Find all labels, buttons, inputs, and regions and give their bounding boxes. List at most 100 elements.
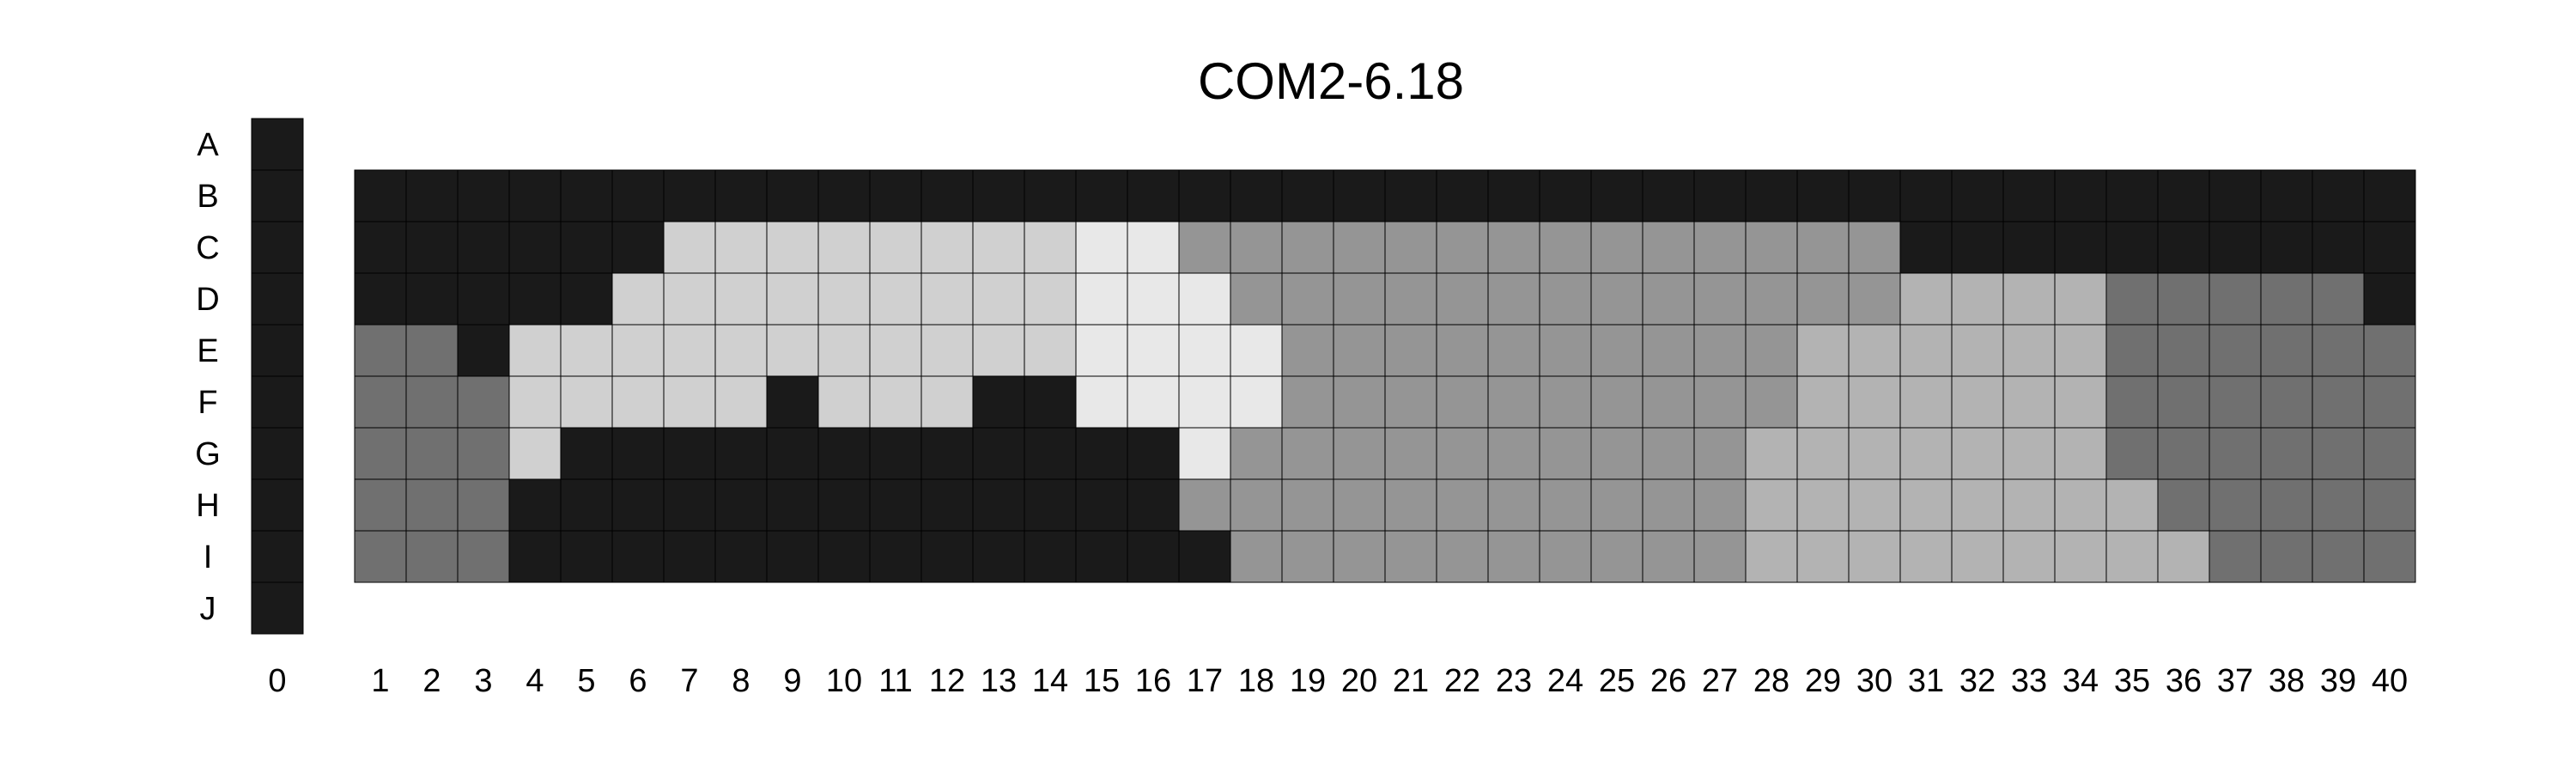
column-labels: 0 1 2 3 4 5 6 7 8 9 10 11 12 13 14 15 16 17 18 19 20 21 22 23 24… bbox=[268, 663, 2408, 699]
cell-12-f bbox=[920, 375, 974, 429]
cell-37-h bbox=[2208, 478, 2262, 532]
cell-3-h bbox=[457, 478, 510, 532]
cell-10-f bbox=[817, 375, 871, 429]
cell-2-g bbox=[405, 427, 459, 480]
cell-28-g bbox=[1745, 427, 1798, 480]
cell-23-h bbox=[1487, 478, 1540, 532]
cell-3-f bbox=[457, 375, 510, 429]
cell-40-i bbox=[2363, 530, 2416, 583]
cell-0-h bbox=[251, 478, 304, 532]
cell-17-e bbox=[1178, 324, 1231, 377]
cell-29-h bbox=[1796, 478, 1850, 532]
cell-39-g bbox=[2312, 427, 2365, 480]
cell-17-d bbox=[1178, 272, 1231, 326]
cell-29-g bbox=[1796, 427, 1850, 480]
cell-35-f bbox=[2105, 375, 2159, 429]
cell-6-g bbox=[611, 427, 665, 480]
cell-37-b bbox=[2208, 169, 2262, 222]
cell-27-g bbox=[1693, 427, 1747, 480]
column-label-29: 29 bbox=[1805, 663, 1841, 699]
column-label-14: 14 bbox=[1032, 663, 1068, 699]
column-label-18: 18 bbox=[1238, 663, 1274, 699]
column-label-0: 0 bbox=[268, 663, 286, 699]
cell-27-i bbox=[1693, 530, 1747, 583]
cell-34-b bbox=[2054, 169, 2107, 222]
cell-25-h bbox=[1590, 478, 1643, 532]
cell-28-f bbox=[1745, 375, 1798, 429]
column-label-33: 33 bbox=[2011, 663, 2047, 699]
cell-4-h bbox=[508, 478, 562, 532]
cell-30-e bbox=[1848, 324, 1901, 377]
cell-2-d bbox=[405, 272, 459, 326]
cell-22-f bbox=[1436, 375, 1489, 429]
column-label-26: 26 bbox=[1650, 663, 1686, 699]
cell-12-h bbox=[920, 478, 974, 532]
cell-26-h bbox=[1642, 478, 1695, 532]
cell-32-c bbox=[1951, 221, 2004, 274]
cell-40-g bbox=[2363, 427, 2416, 480]
cell-19-e bbox=[1281, 324, 1334, 377]
cell-6-f bbox=[611, 375, 665, 429]
cell-37-i bbox=[2208, 530, 2262, 583]
cell-12-d bbox=[920, 272, 974, 326]
cell-11-c bbox=[869, 221, 922, 274]
cell-24-h bbox=[1539, 478, 1592, 532]
cell-14-i bbox=[1024, 530, 1077, 583]
cell-12-g bbox=[920, 427, 974, 480]
cell-29-i bbox=[1796, 530, 1850, 583]
cell-31-b bbox=[1899, 169, 1953, 222]
column-label-38: 38 bbox=[2269, 663, 2305, 699]
cell-11-f bbox=[869, 375, 922, 429]
column-label-17: 17 bbox=[1187, 663, 1223, 699]
cell-5-c bbox=[560, 221, 613, 274]
cell-21-g bbox=[1384, 427, 1437, 480]
cell-26-i bbox=[1642, 530, 1695, 583]
cell-10-c bbox=[817, 221, 871, 274]
cell-25-i bbox=[1590, 530, 1643, 583]
cell-11-e bbox=[869, 324, 922, 377]
cell-27-b bbox=[1693, 169, 1747, 222]
cell-19-f bbox=[1281, 375, 1334, 429]
cell-28-h bbox=[1745, 478, 1798, 532]
cell-4-f bbox=[508, 375, 562, 429]
cell-38-d bbox=[2260, 272, 2313, 326]
cell-24-d bbox=[1539, 272, 1592, 326]
cell-30-b bbox=[1848, 169, 1901, 222]
column-label-24: 24 bbox=[1547, 663, 1583, 699]
cell-6-i bbox=[611, 530, 665, 583]
cell-13-i bbox=[972, 530, 1025, 583]
cell-21-i bbox=[1384, 530, 1437, 583]
cell-37-d bbox=[2208, 272, 2262, 326]
cell-33-b bbox=[2002, 169, 2056, 222]
cell-6-b bbox=[611, 169, 665, 222]
cell-0-i bbox=[251, 530, 304, 583]
cell-39-i bbox=[2312, 530, 2365, 583]
cell-37-g bbox=[2208, 427, 2262, 480]
cell-17-i bbox=[1178, 530, 1231, 583]
cell-14-d bbox=[1024, 272, 1077, 326]
cell-4-g bbox=[508, 427, 562, 480]
cell-19-c bbox=[1281, 221, 1334, 274]
cell-2-h bbox=[405, 478, 459, 532]
cell-4-d bbox=[508, 272, 562, 326]
cell-30-g bbox=[1848, 427, 1901, 480]
cell-40-f bbox=[2363, 375, 2416, 429]
cell-12-i bbox=[920, 530, 974, 583]
cell-35-b bbox=[2105, 169, 2159, 222]
column-label-3: 3 bbox=[474, 663, 492, 699]
cell-5-e bbox=[560, 324, 613, 377]
cell-29-e bbox=[1796, 324, 1850, 377]
row-label-a: A bbox=[197, 127, 219, 163]
cell-32-f bbox=[1951, 375, 2004, 429]
cell-26-e bbox=[1642, 324, 1695, 377]
cell-9-c bbox=[766, 221, 819, 274]
cell-17-f bbox=[1178, 375, 1231, 429]
cell-26-g bbox=[1642, 427, 1695, 480]
cell-22-b bbox=[1436, 169, 1489, 222]
column-label-12: 12 bbox=[929, 663, 965, 699]
cell-38-g bbox=[2260, 427, 2313, 480]
cell-33-c bbox=[2002, 221, 2056, 274]
cell-29-c bbox=[1796, 221, 1850, 274]
